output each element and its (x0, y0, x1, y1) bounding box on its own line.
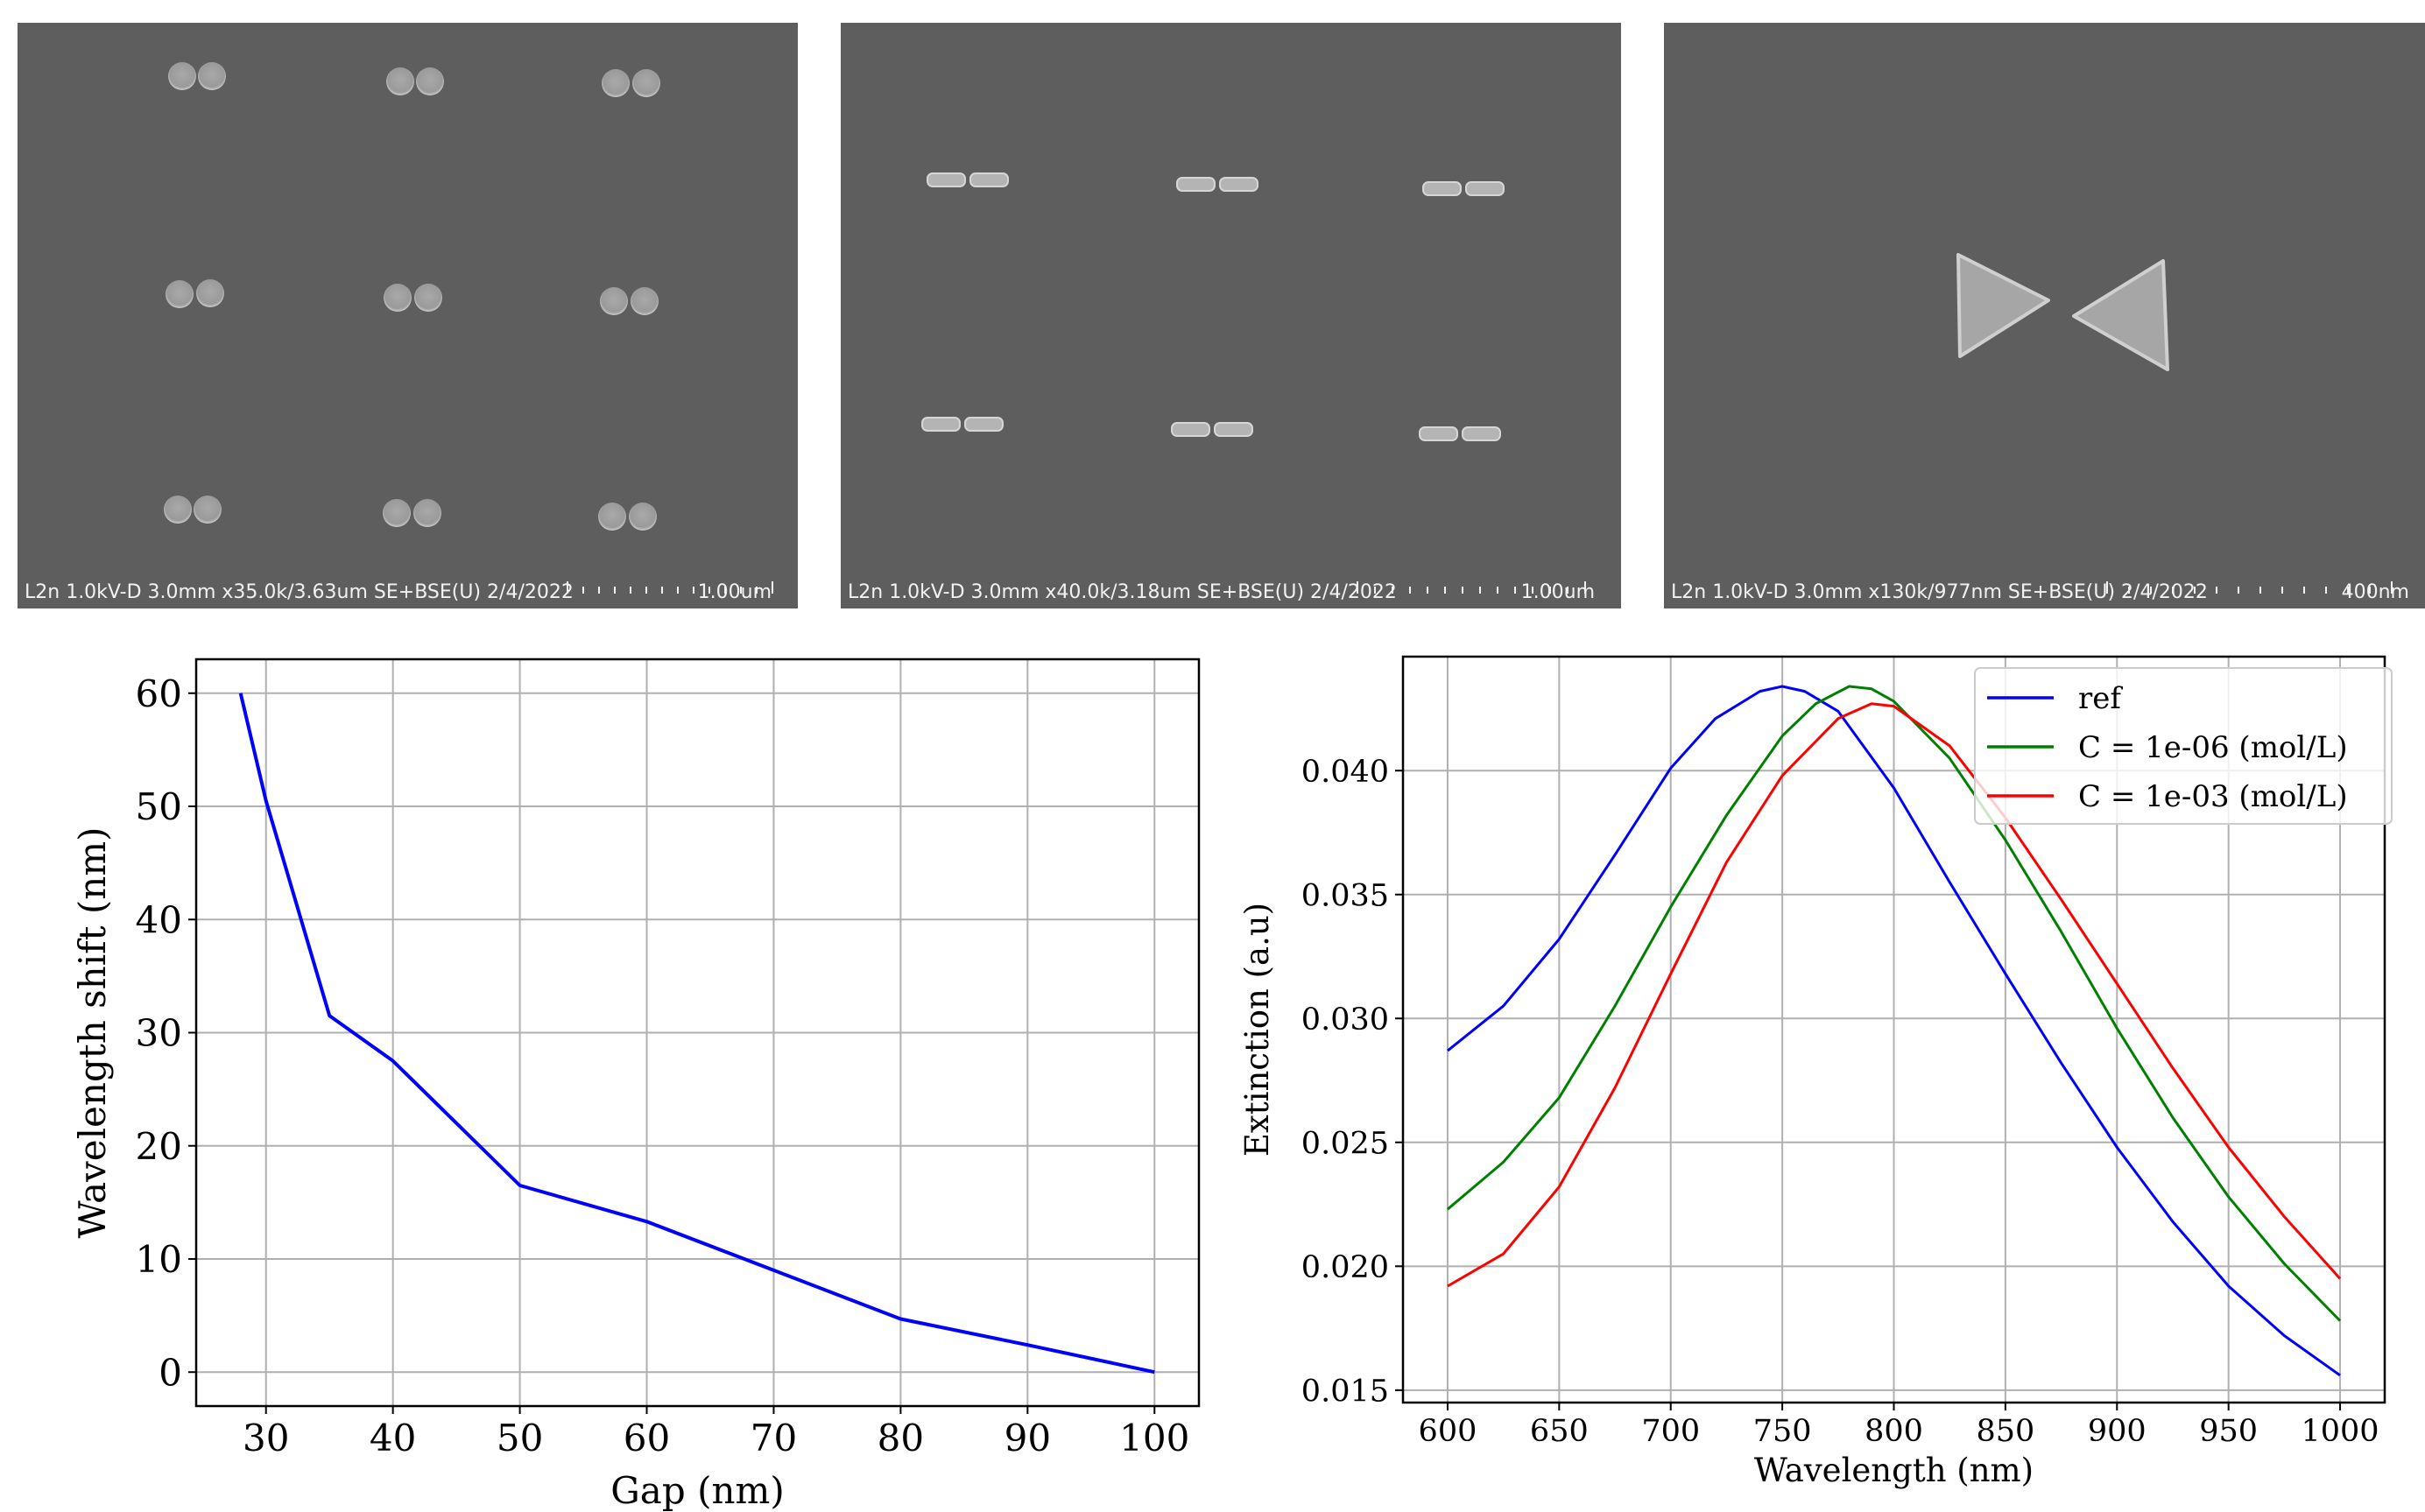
extinction-spectra-chart: 600 650 700 750 800 850 900 950 1000 0.015 0.020 0.… (1238, 655, 2393, 1489)
y-tick-label: 0.030 (1301, 1002, 1389, 1037)
x-tick-label: 750 (1753, 1414, 1812, 1449)
sem-caption: L2n 1.0kV-D 3.0mm x35.0k/3.63um SE+BSE(U… (25, 581, 574, 603)
y-axis-label: Extinction (a.u) (1238, 903, 1276, 1157)
x-tick-label: 650 (1530, 1414, 1589, 1449)
y-tick-label: 0.015 (1301, 1374, 1389, 1409)
y-tick-label: 0.035 (1301, 878, 1389, 913)
sem-scale-label: 1.00um (697, 581, 772, 603)
y-tick-label: 0.025 (1301, 1126, 1389, 1161)
x-tick-label: 800 (1865, 1414, 1923, 1449)
y-tick-label: 0 (159, 1351, 182, 1394)
x-tick-label: 900 (2088, 1414, 2147, 1449)
x-tick-label: 70 (751, 1417, 797, 1459)
x-tick-label: 850 (1976, 1414, 2034, 1449)
sem-scale-label: 400nm (2341, 581, 2409, 603)
series-line-1 (238, 693, 1155, 1375)
x-tick-label: 30 (243, 1417, 289, 1459)
y-tick-label: 0.040 (1301, 755, 1389, 790)
legend-label: C = 1e-06 (mol/L) (2078, 730, 2348, 765)
x-tick-label: 1000 (2302, 1414, 2379, 1449)
sem-dimers-round (164, 62, 773, 594)
x-tick-label: 40 (370, 1417, 416, 1459)
sem-bowtie (1956, 253, 2393, 594)
y-tick-label: 30 (136, 1012, 182, 1055)
x-tick-label: 600 (1419, 1414, 1477, 1449)
x-tick-label: 100 (1119, 1417, 1189, 1459)
sem-image-1: L2n 1.0kV-D 3.0mm x35.0k/3.63um SE+BSE(U… (18, 23, 798, 608)
sem-caption: L2n 1.0kV-D 3.0mm x130k/977nm SE+BSE(U) … (1671, 581, 2208, 603)
y-tick-label: 60 (136, 672, 182, 715)
y-tick-label: 20 (136, 1125, 182, 1168)
x-tick-label: 80 (878, 1417, 924, 1459)
series-line-3 (1447, 702, 2342, 1288)
legend-box (1974, 667, 2393, 825)
y-tick-label: 10 (136, 1238, 182, 1281)
series-line-1 (1447, 685, 2341, 1377)
gap-shift-chart: 30 40 50 60 70 80 90 100 0 10 20 30 40 50 60 Gap (nm) Wa… (71, 658, 1201, 1512)
y-tick-label: 0.020 (1301, 1250, 1389, 1285)
x-tick-label: 60 (624, 1417, 670, 1459)
y-tick-label: 50 (136, 785, 182, 828)
x-tick-label: 950 (2199, 1414, 2258, 1449)
legend-label: ref (2078, 681, 2123, 716)
y-tick-label: 40 (136, 898, 182, 941)
x-axis-label: Gap (nm) (610, 1469, 784, 1512)
x-tick-label: 700 (1641, 1414, 1700, 1449)
legend-label: C = 1e-03 (mol/L) (2078, 779, 2348, 814)
sem-scale-label: 1.00um (1520, 581, 1595, 603)
sem-dimers-rod (921, 172, 1586, 594)
sem-caption: L2n 1.0kV-D 3.0mm x40.0k/3.18um SE+BSE(U… (848, 581, 1397, 603)
series-line-2 (1447, 685, 2342, 1322)
sem-image-2: L2n 1.0kV-D 3.0mm x40.0k/3.18um SE+BSE(U… (841, 23, 1621, 608)
y-axis-label: Wavelength shift (nm) (71, 826, 114, 1238)
x-axis-label: Wavelength (nm) (1754, 1452, 2034, 1489)
x-tick-label: 50 (497, 1417, 543, 1459)
sem-image-3: L2n 1.0kV-D 3.0mm x130k/977nm SE+BSE(U) … (1664, 23, 2425, 608)
x-tick-label: 90 (1005, 1417, 1051, 1459)
